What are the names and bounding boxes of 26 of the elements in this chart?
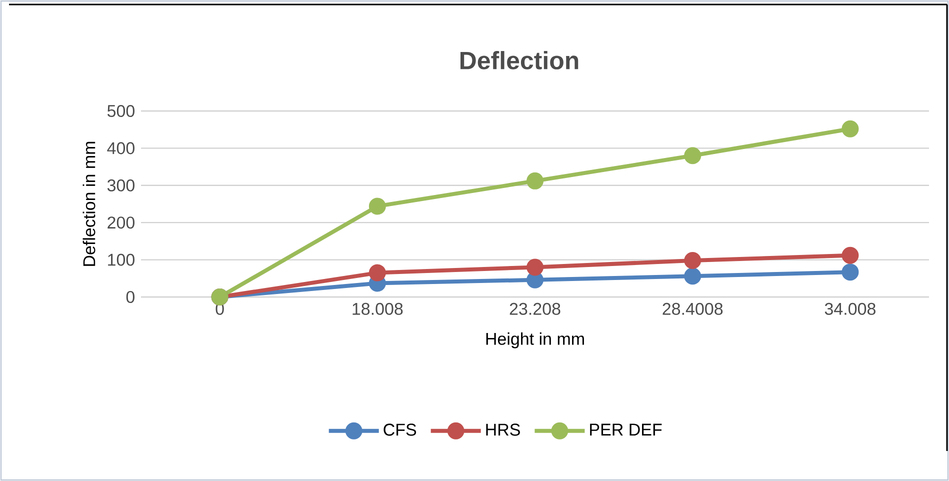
- point: [368, 198, 386, 215]
- y-tick-label: 100: [108, 254, 134, 266]
- x-tick-label: 28.4008: [662, 302, 723, 315]
- point: [842, 120, 859, 138]
- chart-title: Deflection: [460, 51, 578, 70]
- y-tick-label: 200: [108, 216, 134, 229]
- legend-label: PER DEF: [590, 424, 662, 436]
- point: [684, 268, 702, 285]
- x-tick-label: 34.008: [824, 302, 876, 315]
- x-axis-title: Height in mm: [486, 332, 584, 348]
- y-axis-title: Deflection in mm: [82, 142, 96, 266]
- point: [842, 246, 859, 264]
- y-tick-label: 0: [126, 290, 134, 304]
- point: [526, 172, 544, 190]
- x-tick-label: 23.208: [510, 302, 560, 315]
- y-tick-label: 400: [107, 142, 134, 154]
- point: [684, 252, 702, 270]
- y-tick-label: 500: [107, 104, 134, 118]
- y-tick-label: 300: [107, 179, 134, 192]
- legend-label: CFS: [384, 424, 416, 436]
- point: [368, 264, 386, 282]
- legend-label: HRS: [486, 424, 520, 436]
- point: [526, 258, 544, 276]
- x-tick-label: 18.008: [352, 302, 403, 315]
- point: [684, 147, 702, 164]
- point: [842, 264, 859, 281]
